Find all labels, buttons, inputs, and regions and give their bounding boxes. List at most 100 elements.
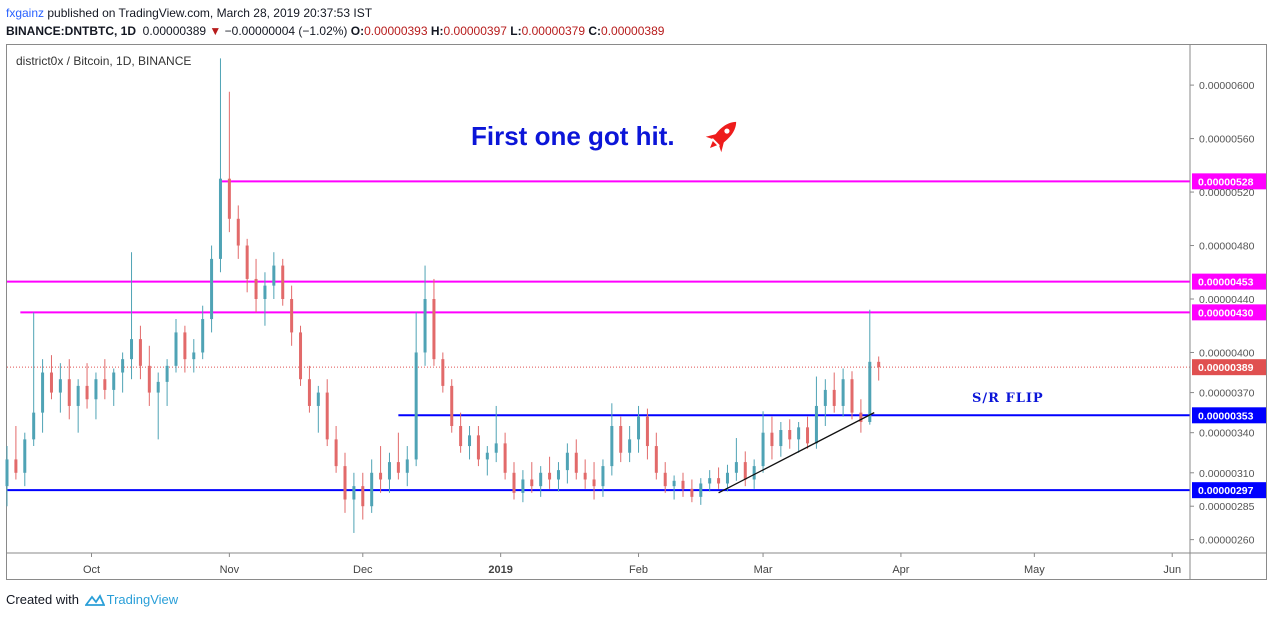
down-arrow-icon: ▼ <box>209 24 222 38</box>
candle-body <box>218 178 222 259</box>
candle-body <box>583 472 587 480</box>
candle-body <box>752 466 756 480</box>
x-tick-label: Dec <box>353 564 373 576</box>
candle-body <box>779 430 783 447</box>
candle-body <box>387 462 391 480</box>
candle-body <box>423 299 427 353</box>
open-value: 0.00000393 <box>364 24 428 38</box>
candle-body <box>201 319 205 353</box>
candle-body <box>379 472 383 480</box>
y-tick-label: 0.00000600 <box>1199 80 1255 92</box>
candle-body <box>699 483 703 497</box>
level-price-label: 0.00000453 <box>1198 277 1254 289</box>
level-price-label: 0.00000297 <box>1198 485 1254 497</box>
candle-body <box>708 478 712 484</box>
candle-body <box>227 178 231 219</box>
level-price-tag <box>1192 482 1266 499</box>
candle-body <box>325 392 329 440</box>
x-tick-label: 2019 <box>488 564 512 576</box>
candle-body <box>512 472 516 493</box>
y-tick-label: 0.00000440 <box>1199 294 1255 306</box>
candle-body <box>343 466 347 500</box>
candle-body <box>601 466 605 487</box>
x-tick-label: May <box>1024 564 1045 576</box>
x-tick-label: Oct <box>83 564 100 576</box>
candle-body <box>112 372 116 390</box>
x-tick-label: Jun <box>1163 564 1181 576</box>
published-text: published on TradingView.com, March 28, … <box>47 6 373 20</box>
candle-body <box>628 439 632 453</box>
candle-body <box>859 412 863 422</box>
candle-body <box>468 435 472 447</box>
candle-body <box>619 426 623 453</box>
level-price-tag <box>1192 359 1266 376</box>
low-value: 0.00000379 <box>521 24 586 38</box>
candle-body <box>192 352 196 360</box>
candle-body <box>610 426 614 467</box>
candle-body <box>147 365 151 393</box>
candle-body <box>761 432 765 467</box>
candle-body <box>770 432 774 447</box>
candle-body <box>788 430 792 440</box>
candle-body <box>548 472 552 480</box>
candle-body <box>539 472 543 487</box>
candle-body <box>850 379 854 413</box>
level-price-tag <box>1192 304 1266 321</box>
annotation-text: First one got hit. <box>471 121 675 151</box>
candle-body <box>877 361 881 368</box>
level-price-tag <box>1192 173 1266 190</box>
candle-body <box>121 359 125 373</box>
rocket-icon <box>705 121 737 153</box>
y-tick-label: 0.00000310 <box>1199 468 1255 480</box>
candle-body <box>58 379 62 393</box>
candle-body <box>530 479 534 487</box>
candle-body <box>414 352 418 460</box>
candle-body <box>352 486 356 500</box>
candle-body <box>841 379 845 406</box>
candle-body <box>23 439 27 473</box>
candle-body <box>832 389 836 406</box>
last-price: 0.00000389 <box>142 24 207 38</box>
candle-body <box>592 479 596 487</box>
candle-body <box>361 486 365 507</box>
candle-body <box>263 285 267 299</box>
open-label: O: <box>350 24 365 38</box>
x-tick-label: Apr <box>892 564 909 576</box>
candle-body <box>245 245 249 279</box>
candle-body <box>299 332 303 380</box>
candle-body <box>868 361 872 422</box>
candle-body <box>494 443 498 453</box>
x-tick-label: Feb <box>629 564 648 576</box>
symbol-label: BINANCE:DNTBTC, 1D <box>6 24 136 38</box>
y-tick-label: 0.00000285 <box>1199 501 1255 513</box>
candle-body <box>236 218 240 246</box>
candle-body <box>272 265 276 286</box>
tradingview-logo-icon <box>84 594 105 606</box>
close-value: 0.00000389 <box>601 24 665 38</box>
candle-body <box>814 405 818 444</box>
chart-header: fxgainz published on TradingView.com, Ma… <box>6 4 664 40</box>
sr-flip-label: S/R FLIP <box>972 391 1044 406</box>
level-price-tag <box>1192 407 1266 424</box>
level-price-tag <box>1192 273 1266 290</box>
candle-body <box>67 379 71 406</box>
y-tick-label: 0.00000260 <box>1199 535 1255 547</box>
header-line-2: BINANCE:DNTBTC, 1D 0.00000389 ▼ −0.00000… <box>6 22 664 40</box>
tradingview-link[interactable]: TradingView <box>106 592 179 607</box>
candle-body <box>290 299 294 333</box>
y-tick-label: 0.00000480 <box>1199 241 1255 253</box>
candle-body <box>743 462 747 480</box>
author-link[interactable]: fxgainz <box>6 6 45 20</box>
candle-body <box>49 372 53 393</box>
candle-body <box>396 462 400 473</box>
candle-body <box>41 372 45 413</box>
candle-body <box>130 339 134 360</box>
candle-body <box>183 332 187 360</box>
high-value: 0.00000397 <box>443 24 507 38</box>
candle-body <box>441 359 445 386</box>
candle-body <box>156 381 160 393</box>
candle-body <box>307 379 311 406</box>
x-tick-label: Nov <box>220 564 240 576</box>
y-tick-label: 0.00000340 <box>1199 428 1255 440</box>
